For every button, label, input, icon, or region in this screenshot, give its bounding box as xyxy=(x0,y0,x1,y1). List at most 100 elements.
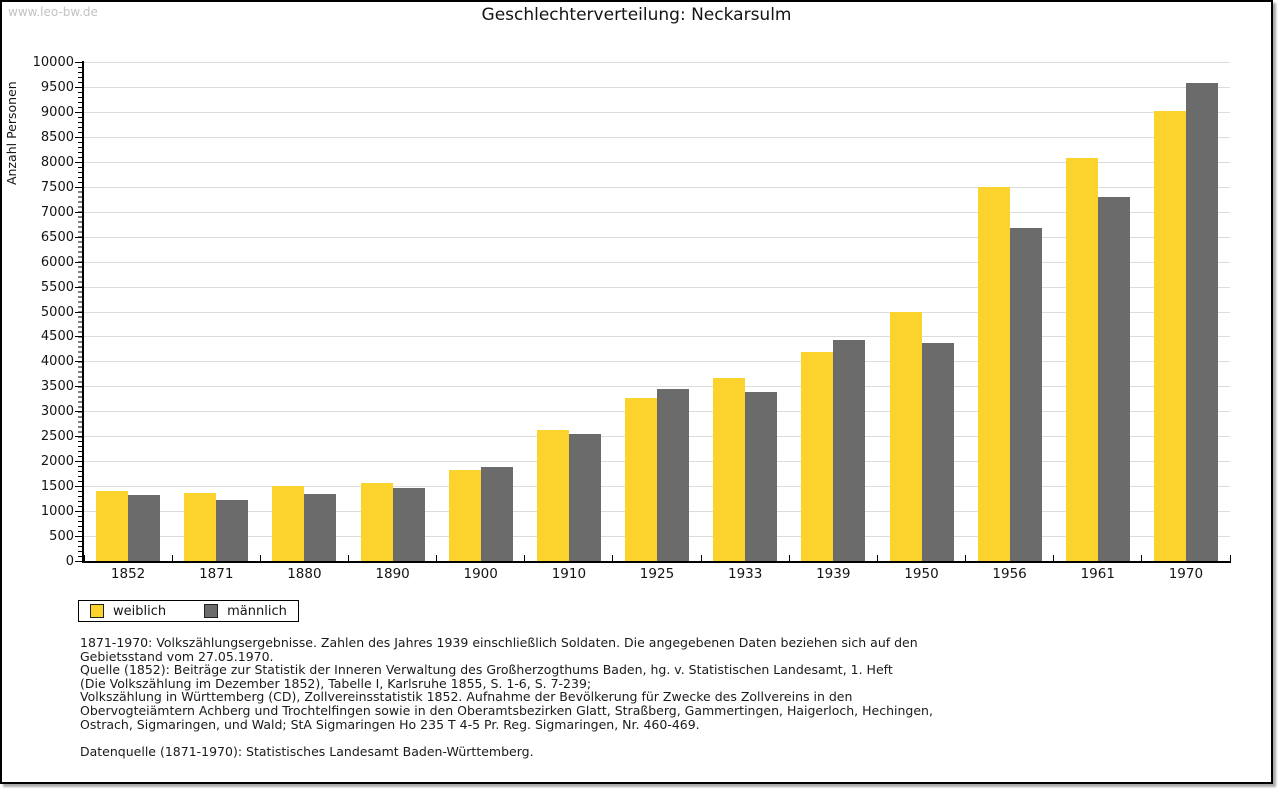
bar-weiblich-1970 xyxy=(1153,110,1186,561)
y-major-tick xyxy=(75,86,82,88)
chart-title: Geschlechterverteilung: Neckarsulm xyxy=(481,5,792,25)
y-tick-label: 5500 xyxy=(40,279,74,295)
x-tick xyxy=(524,555,526,561)
x-axis-label: 1933 xyxy=(728,566,763,582)
y-tick-label: 6500 xyxy=(40,229,74,245)
x-axis-label: 1956 xyxy=(992,566,1027,582)
bar-maennlich-1939 xyxy=(833,340,866,561)
y-major-tick xyxy=(75,536,82,537)
source-note-line: Ostrach, Sigmaringen, und Wald; StA Sigm… xyxy=(80,716,700,732)
bar-weiblich-1880 xyxy=(272,486,305,561)
x-tick xyxy=(259,555,261,561)
gridline xyxy=(84,361,1230,363)
y-major-tick xyxy=(75,336,82,338)
x-tick xyxy=(1053,555,1055,561)
gridline xyxy=(84,336,1230,338)
legend-label-weiblich: weiblich xyxy=(113,603,167,619)
bar-weiblich-1956 xyxy=(977,186,1010,562)
y-axis-line xyxy=(82,61,84,563)
y-tick-label: 4000 xyxy=(40,354,74,370)
x-tick xyxy=(876,555,878,561)
legend: weiblich männlich xyxy=(78,600,299,622)
y-major-tick xyxy=(75,111,82,113)
y-major-tick xyxy=(75,311,82,313)
source-note-spacer xyxy=(80,731,1200,745)
y-tick-label: 8500 xyxy=(40,129,74,145)
y-major-tick xyxy=(75,186,82,188)
gridline xyxy=(84,86,1230,88)
x-tick xyxy=(1229,555,1231,561)
gridline xyxy=(84,62,1230,63)
bar-weiblich-1910 xyxy=(536,429,569,561)
gridline xyxy=(84,136,1230,138)
y-tick-label: 2500 xyxy=(40,429,74,445)
y-major-tick xyxy=(75,62,82,63)
bar-maennlich-1961 xyxy=(1097,197,1130,561)
bar-maennlich-1956 xyxy=(1009,228,1042,561)
y-major-tick xyxy=(75,236,82,238)
bar-maennlich-1933 xyxy=(745,391,778,561)
y-tick-label: 6000 xyxy=(40,254,74,270)
y-tick-label: 2000 xyxy=(40,454,74,470)
x-tick xyxy=(612,555,614,561)
y-major-tick xyxy=(75,286,82,288)
bar-maennlich-1950 xyxy=(921,343,954,561)
y-tick-label: 0 xyxy=(65,554,74,569)
x-tick xyxy=(83,555,85,561)
bar-maennlich-1900 xyxy=(480,467,513,561)
legend-swatch-maennlich-icon xyxy=(204,604,219,618)
y-major-tick xyxy=(75,486,82,488)
x-tick xyxy=(965,555,966,561)
bar-weiblich-1939 xyxy=(801,351,834,561)
x-tick xyxy=(171,555,173,561)
legend-item-weiblich: weiblich xyxy=(90,604,166,619)
y-major-tick xyxy=(75,361,82,363)
gridline xyxy=(84,111,1230,113)
x-tick xyxy=(1141,555,1143,561)
bar-maennlich-1880 xyxy=(304,493,337,561)
y-major-tick xyxy=(75,261,82,263)
source-note-line: (Die Volkszählung im Dezember 1852), Tab… xyxy=(80,675,592,691)
bar-maennlich-1890 xyxy=(392,488,425,561)
bar-maennlich-1871 xyxy=(216,500,249,561)
y-tick-label: 5000 xyxy=(40,304,74,320)
y-tick-label: 9000 xyxy=(40,104,74,120)
source-note-line: Quelle (1852): Beiträge zur Statistik de… xyxy=(80,662,893,678)
y-tick-label: 9500 xyxy=(40,79,74,95)
y-tick-label: 7000 xyxy=(40,204,74,220)
x-tick xyxy=(700,555,702,561)
bar-weiblich-1933 xyxy=(713,378,746,561)
gridline xyxy=(84,286,1230,288)
source-note-line: Obervogteiämtern Achberg und Trochtelfin… xyxy=(80,702,933,718)
y-tick-label: 7500 xyxy=(40,179,74,195)
y-tick-label: 3000 xyxy=(40,404,74,420)
watermark: www.leo-bw.de xyxy=(8,5,98,19)
x-axis-label: 1900 xyxy=(463,566,498,582)
bar-weiblich-1852 xyxy=(96,491,129,561)
x-axis-label: 1852 xyxy=(110,566,146,582)
bar-weiblich-1950 xyxy=(889,311,922,561)
bar-weiblich-1925 xyxy=(625,397,657,561)
y-major-tick xyxy=(75,386,82,388)
x-tick xyxy=(436,555,438,561)
x-axis-label: 1890 xyxy=(375,566,410,582)
bar-weiblich-1890 xyxy=(360,483,393,561)
x-axis-line xyxy=(82,561,1231,563)
x-axis-label: 1925 xyxy=(639,566,675,582)
y-major-tick xyxy=(75,461,82,463)
bar-maennlich-1970 xyxy=(1185,83,1218,561)
legend-item-maennlich: männlich xyxy=(204,604,287,619)
legend-swatch-weiblich-icon xyxy=(90,604,104,618)
y-major-tick xyxy=(75,211,82,213)
x-axis-label: 1950 xyxy=(904,566,939,582)
gridline xyxy=(84,186,1230,188)
y-tick-label: 500 xyxy=(49,529,74,544)
y-major-tick xyxy=(75,136,82,138)
legend-label-maennlich: männlich xyxy=(227,603,287,619)
x-axis-label: 1970 xyxy=(1168,566,1204,582)
source-note-line: Volkszählung in Württemberg (CD), Zollve… xyxy=(80,689,853,705)
bar-weiblich-1871 xyxy=(184,492,217,561)
y-major-tick xyxy=(75,161,82,163)
